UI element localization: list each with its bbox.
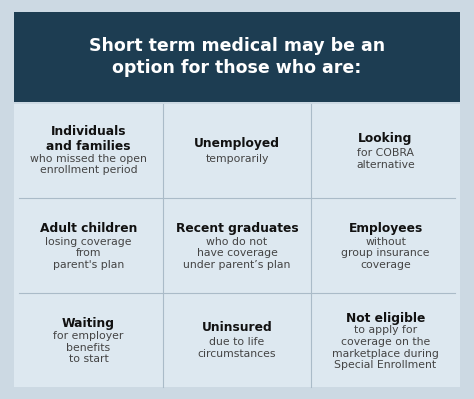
- Text: Waiting: Waiting: [62, 316, 115, 330]
- Text: Looking: Looking: [358, 132, 413, 146]
- Text: Unemployed: Unemployed: [194, 137, 280, 150]
- Text: losing coverage
from
parent's plan: losing coverage from parent's plan: [45, 237, 132, 270]
- Text: without
group insurance
coverage: without group insurance coverage: [341, 237, 430, 270]
- Text: to apply for
coverage on the
marketplace during
Special Enrollment: to apply for coverage on the marketplace…: [332, 326, 439, 370]
- Text: Individuals
and families: Individuals and families: [46, 125, 131, 153]
- FancyBboxPatch shape: [14, 104, 460, 387]
- Text: for employer
benefits
to start: for employer benefits to start: [53, 331, 124, 364]
- Text: who missed the open
enrollment period: who missed the open enrollment period: [30, 154, 147, 175]
- Text: for COBRA
alternative: for COBRA alternative: [356, 148, 415, 170]
- Text: Uninsured: Uninsured: [201, 321, 273, 334]
- FancyBboxPatch shape: [14, 12, 460, 102]
- Text: temporarily: temporarily: [205, 154, 269, 164]
- Text: Employees: Employees: [348, 222, 423, 235]
- Text: Short term medical may be an
option for those who are:: Short term medical may be an option for …: [89, 37, 385, 77]
- Text: Not eligible: Not eligible: [346, 312, 425, 325]
- Text: who do not
have coverage
under parent’s plan: who do not have coverage under parent’s …: [183, 237, 291, 270]
- Text: Adult children: Adult children: [40, 222, 137, 235]
- Text: Recent graduates: Recent graduates: [176, 222, 298, 235]
- Text: due to life
circumstances: due to life circumstances: [198, 337, 276, 359]
